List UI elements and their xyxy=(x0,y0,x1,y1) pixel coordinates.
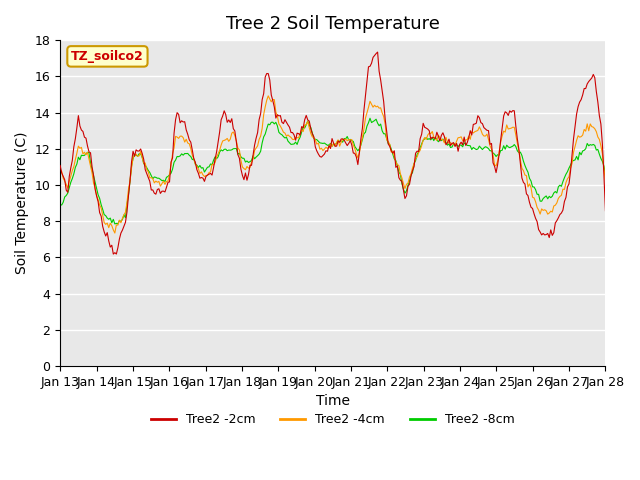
Y-axis label: Soil Temperature (C): Soil Temperature (C) xyxy=(15,132,29,274)
Title: Tree 2 Soil Temperature: Tree 2 Soil Temperature xyxy=(226,15,440,33)
Legend: Tree2 -2cm, Tree2 -4cm, Tree2 -8cm: Tree2 -2cm, Tree2 -4cm, Tree2 -8cm xyxy=(146,408,520,432)
X-axis label: Time: Time xyxy=(316,394,350,408)
Text: TZ_soilco2: TZ_soilco2 xyxy=(71,50,144,63)
